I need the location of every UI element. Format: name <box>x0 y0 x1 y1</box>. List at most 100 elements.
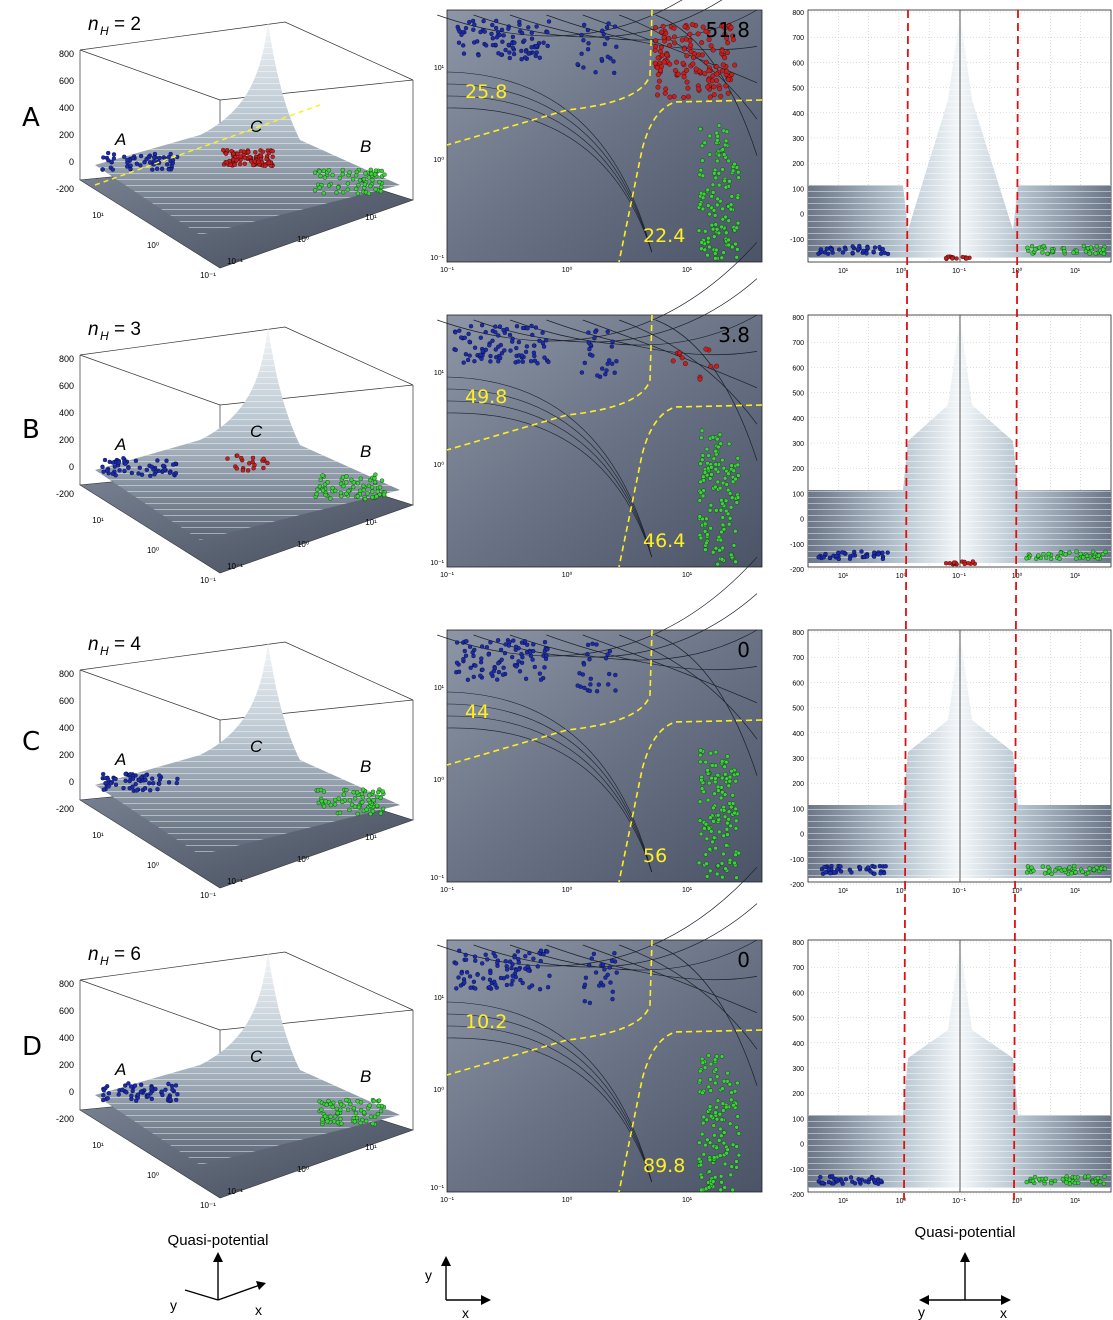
contour-points-A-point <box>530 332 535 338</box>
contour-x-tick: 10⁰ <box>562 266 573 274</box>
contour-points-C-point <box>703 346 709 352</box>
contour-points-A-point <box>505 974 510 979</box>
nh-label-value: = 4 <box>114 634 141 655</box>
contour-points-B-point <box>720 522 726 528</box>
contour-points-A-point <box>523 349 529 355</box>
side-y-tick: 300 <box>792 756 804 763</box>
percent-B: 22.4 <box>643 225 685 247</box>
basin-label-B: B <box>360 137 371 156</box>
side-points-B-point <box>1046 551 1051 557</box>
contour-points-A-point <box>544 653 549 658</box>
contour-points-A-point <box>542 665 547 670</box>
contour-points-C-point <box>656 78 662 84</box>
surface-points-A <box>101 1081 180 1104</box>
surface-points-A-point <box>130 1088 135 1094</box>
surface-points-B-point <box>322 175 328 180</box>
contour-points-A <box>454 638 550 682</box>
surface-points-A <box>100 456 179 478</box>
side-view-plot: 800 700 600 500 400 300 200 100 0 -100 -200 10¹ 10⁰ 1… <box>790 939 1112 1205</box>
contour-points-A-point <box>506 26 511 31</box>
contour-points-B-point <box>713 467 718 472</box>
contour-points-A-point <box>590 353 595 358</box>
surface-points-B-point <box>375 1111 381 1117</box>
contour-points-B-point <box>710 763 715 768</box>
contour-points-B-point <box>711 550 716 555</box>
contour-points-B-point <box>723 866 728 871</box>
side-x-tick: 10⁻¹ <box>952 1198 966 1205</box>
contour-points-B-point <box>709 472 714 477</box>
side-points-A-point <box>850 250 855 256</box>
axis-right-y-label: y <box>918 1304 925 1320</box>
side-points-B-point <box>1085 870 1091 876</box>
surface-points-B-point <box>345 181 351 186</box>
contour-points-B <box>696 148 741 261</box>
contour-points-A-point <box>496 359 501 364</box>
surface-points-B-point <box>344 1097 349 1103</box>
contour-points-B-point <box>716 171 722 176</box>
side-points-B-point <box>1094 244 1099 249</box>
contour-points-A-point <box>473 663 478 668</box>
contour-x-tick: 10¹ <box>682 572 693 579</box>
surface-points-A-point <box>139 1082 144 1087</box>
side-points-A-point <box>820 1180 825 1185</box>
contour-points-B-point <box>708 1061 714 1067</box>
contour-points-B-point <box>705 1137 710 1142</box>
contour-points-A-point <box>489 671 494 676</box>
contour-points-A <box>575 21 619 76</box>
contour-points-A-point <box>485 957 490 962</box>
contour-points-B-point <box>729 1090 734 1095</box>
axis-x-arrowhead <box>256 1281 266 1290</box>
contour-points-B-point <box>728 207 734 212</box>
contour-points-C-point <box>675 71 681 77</box>
contour-points-B-point <box>719 1133 724 1138</box>
contour-line <box>509 939 758 971</box>
contour-points-B-point <box>728 823 733 829</box>
contour-points-B-point <box>712 1057 718 1062</box>
contour-points-C-point <box>655 55 661 61</box>
contour-points-A-point <box>512 955 517 960</box>
contour-points-B-point <box>715 436 720 442</box>
side-view-plot: 800 700 600 500 400 300 200 100 0 -100 10¹ 10⁰ 10⁻¹ 1… <box>790 9 1112 275</box>
row-letter: C <box>22 727 40 757</box>
boundary-BC <box>618 99 763 263</box>
surface-points-A <box>100 771 180 793</box>
side-points-A-point <box>829 247 834 252</box>
side-y-tick: 600 <box>792 365 804 372</box>
surface-points-B-point <box>332 1119 337 1124</box>
contour-points-B-point <box>698 752 703 758</box>
side-points-B-point <box>1102 1174 1107 1179</box>
contour-points-A-point <box>590 641 595 646</box>
contour-points-B-point <box>704 446 710 452</box>
surface-points-B-point <box>333 488 338 493</box>
contour-points-A-point <box>582 685 587 691</box>
surface-points-A-point <box>100 167 105 172</box>
contour-points-B-point <box>706 203 711 208</box>
y-tick-label: 10⁰ <box>147 861 159 870</box>
surface-points-B-point <box>350 177 356 182</box>
surface-points-B-point <box>341 190 346 195</box>
surface-points-A-point <box>148 473 153 478</box>
contour-points-B-point <box>725 820 730 826</box>
contour-points-B <box>698 748 730 776</box>
side-points-C-point <box>943 561 949 566</box>
x-tick-label: 10⁰ <box>297 855 309 864</box>
contour-points-A-point <box>544 338 549 343</box>
contour-points-B-point <box>718 508 724 513</box>
contour-points-A-point <box>463 653 469 658</box>
axis-y-label: y <box>170 1297 177 1313</box>
basin-label-C: C <box>250 117 263 136</box>
contour-points-A-point <box>520 980 525 986</box>
surface-points-B-point <box>347 798 353 803</box>
surface-points-A-point <box>123 1083 128 1088</box>
contour-points-B-point <box>707 847 712 852</box>
contour-points-A-point <box>529 323 534 329</box>
boundary-BC <box>618 719 763 883</box>
contour-line <box>655 944 758 1086</box>
contour-plot: 3.8 49.8 46.4 10⁻¹ 10⁰ 10¹ 10⁻¹ 10⁰ 10¹ <box>430 241 763 579</box>
x-tick-label: 10¹ <box>365 213 377 222</box>
side-x-tick: 10¹ <box>1070 268 1081 275</box>
surface-points-A-point <box>121 456 126 461</box>
contour-points-A-point <box>577 671 582 676</box>
contour-points-C-point <box>658 67 663 73</box>
surface-points-C-point <box>264 156 269 162</box>
